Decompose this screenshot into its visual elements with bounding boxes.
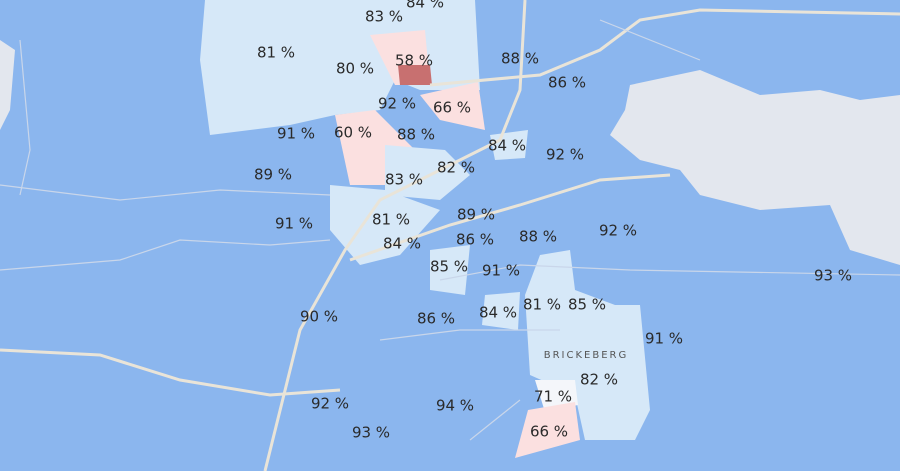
area-label: 89 % [457,206,495,224]
area-label: 92 % [599,222,637,240]
area-label: 91 % [645,330,683,348]
area [430,245,470,295]
area-label: 93 % [814,267,852,285]
area-label: 93 % [352,424,390,442]
area [398,65,432,85]
area [515,402,580,458]
area-label: 86 % [417,310,455,328]
lake [0,40,15,130]
area-label: 92 % [378,95,416,113]
area-label: 84 % [479,304,517,322]
area [420,82,485,130]
area-label: 58 % [395,52,433,70]
area [525,250,650,440]
road [349,173,671,262]
area-label: 88 % [501,50,539,68]
area-label: 91 % [277,125,315,143]
area-label: 83 % [365,8,403,26]
area-label: 85 % [430,258,468,276]
area-label: 84 % [406,0,444,12]
lake [610,70,900,265]
area-label: 85 % [568,296,606,314]
area-label: 84 % [488,137,526,155]
area-label: 84 % [383,235,421,253]
area-label: 82 % [580,371,618,389]
road [0,348,341,397]
area-label: 82 % [437,159,475,177]
area-label: 86 % [456,231,494,249]
area-label: 71 % [534,388,572,406]
area-label: 81 % [257,44,295,62]
area-label: 91 % [275,215,313,233]
area-label: 80 % [336,60,374,78]
area-label: 92 % [311,395,349,413]
street [0,19,900,441]
area-label: 88 % [397,126,435,144]
area-label: 90 % [300,308,338,326]
area-label: 86 % [548,74,586,92]
area-label: 83 % [385,171,423,189]
area-label: 60 % [334,124,372,142]
area [482,292,520,330]
area-label: 91 % [482,262,520,280]
area [330,185,440,265]
area-label: 66 % [530,423,568,441]
area-label: 81 % [523,296,561,314]
area-label: 66 % [433,99,471,117]
road [429,8,900,87]
area-label: 92 % [546,146,584,164]
area-labels: 84 %83 %81 % 58 %80 %88 %86 %92 % 66 %91 %… [254,0,852,442]
area-label: 81 % [372,211,410,229]
area-label: 94 % [436,397,474,415]
road [263,0,527,471]
place-label: BRICKEBERG [544,350,629,361]
area-label: 88 % [519,228,557,246]
area-label: 89 % [254,166,292,184]
